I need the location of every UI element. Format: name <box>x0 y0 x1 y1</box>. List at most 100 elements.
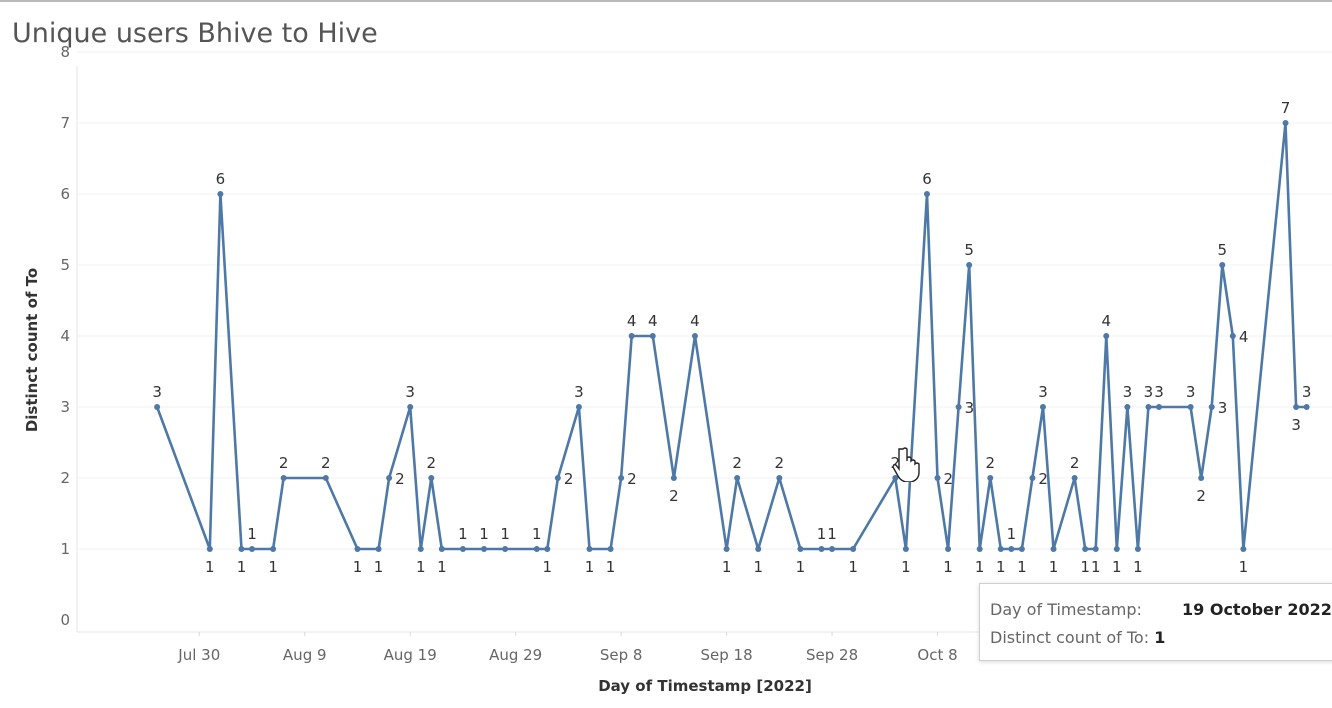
data-label: 5 <box>1217 241 1227 259</box>
data-point <box>238 546 245 552</box>
data-point <box>1303 404 1310 410</box>
data-label: 1 <box>753 558 763 576</box>
data-label: 1 <box>479 525 489 543</box>
data-label: 3 <box>405 383 415 401</box>
data-point <box>691 333 698 339</box>
data-point <box>829 546 836 552</box>
data-point <box>417 546 424 552</box>
data-point <box>1029 475 1036 481</box>
data-label: 3 <box>574 383 584 401</box>
data-point <box>670 475 677 481</box>
data-point <box>1282 120 1289 126</box>
data-label: 1 <box>996 558 1006 576</box>
data-label: 1 <box>374 558 384 576</box>
data-label: 1 <box>827 525 837 543</box>
data-point <box>1155 404 1162 410</box>
tooltip: Day of Timestamp: 19 October 2022 Distin… <box>979 583 1332 661</box>
data-point <box>481 546 488 552</box>
data-point <box>976 546 983 552</box>
data-point <box>755 546 762 552</box>
data-label: 1 <box>1007 525 1017 543</box>
data-label: 2 <box>669 487 679 505</box>
data-label: 6 <box>922 170 932 188</box>
data-point <box>502 546 509 552</box>
data-point <box>734 475 741 481</box>
data-label: 1 <box>543 558 553 576</box>
data-point <box>1113 546 1120 552</box>
data-point <box>776 475 783 481</box>
data-point <box>354 546 361 552</box>
data-label: 1 <box>1017 558 1027 576</box>
data-point <box>723 546 730 552</box>
data-label: 1 <box>901 558 911 576</box>
data-label: 1 <box>458 525 468 543</box>
data-label: 1 <box>205 558 215 576</box>
data-label: 2 <box>1196 487 1206 505</box>
data-label: 7 <box>1281 99 1291 117</box>
data-point <box>533 546 540 552</box>
data-point <box>249 546 256 552</box>
data-label: 3 <box>1154 383 1164 401</box>
data-point <box>428 475 435 481</box>
data-point <box>1008 546 1015 552</box>
x-axis-title: Day of Timestamp [2022] <box>598 677 812 695</box>
data-label: 2 <box>564 470 574 488</box>
y-tick-label: 3 <box>60 398 70 416</box>
data-label: 1 <box>585 558 595 576</box>
data-point <box>628 333 635 339</box>
data-label: 1 <box>943 558 953 576</box>
data-label: 3 <box>1144 383 1154 401</box>
top-border <box>0 0 1332 2</box>
data-label: 3 <box>1291 416 1301 434</box>
x-tick-label: Sep 18 <box>701 646 753 664</box>
data-point <box>1039 404 1046 410</box>
data-label: 2 <box>279 454 289 472</box>
data-point <box>818 546 825 552</box>
data-point <box>945 546 952 552</box>
data-label: 4 <box>1101 312 1111 330</box>
data-label: 1 <box>848 558 858 576</box>
tooltip-date-label: Day of Timestamp: <box>990 600 1142 619</box>
data-point <box>1293 404 1300 410</box>
data-label: 1 <box>1112 558 1122 576</box>
data-label: 1 <box>606 558 616 576</box>
data-point <box>407 404 414 410</box>
data-label: 1 <box>796 558 806 576</box>
data-label: 1 <box>1239 558 1249 576</box>
x-tick-label: Oct 8 <box>917 646 957 664</box>
data-point <box>997 546 1004 552</box>
data-point <box>902 546 909 552</box>
data-label: 1 <box>1133 558 1143 576</box>
data-point <box>1198 475 1205 481</box>
x-tick-label: Aug 29 <box>489 646 542 664</box>
data-point <box>618 475 625 481</box>
data-label: 4 <box>690 312 700 330</box>
tooltip-row-count: Distinct count of To: 1 <box>990 628 1165 647</box>
data-label: 2 <box>732 454 742 472</box>
data-point <box>955 404 962 410</box>
y-tick-label: 0 <box>60 611 70 629</box>
data-point <box>1071 475 1078 481</box>
data-point <box>217 191 224 197</box>
hand-cursor-icon <box>893 447 920 482</box>
data-label: 1 <box>1091 558 1101 576</box>
data-label: 4 <box>648 312 658 330</box>
data-label: 2 <box>427 454 437 472</box>
data-point <box>1208 404 1215 410</box>
data-point <box>544 546 551 552</box>
data-label: 1 <box>247 525 257 543</box>
data-point <box>375 546 382 552</box>
data-point <box>459 546 466 552</box>
data-label: 6 <box>216 170 226 188</box>
y-tick-label: 1 <box>60 540 70 558</box>
x-tick-label: Jul 30 <box>177 646 220 664</box>
data-label: 1 <box>532 525 542 543</box>
data-label: 5 <box>964 241 974 259</box>
data-label: 1 <box>237 558 247 576</box>
data-label: 2 <box>985 454 995 472</box>
series-line <box>155 121 1307 551</box>
data-label: 2 <box>891 454 901 472</box>
data-point <box>1240 546 1247 552</box>
data-label: 2 <box>321 454 331 472</box>
data-label: 1 <box>353 558 363 576</box>
